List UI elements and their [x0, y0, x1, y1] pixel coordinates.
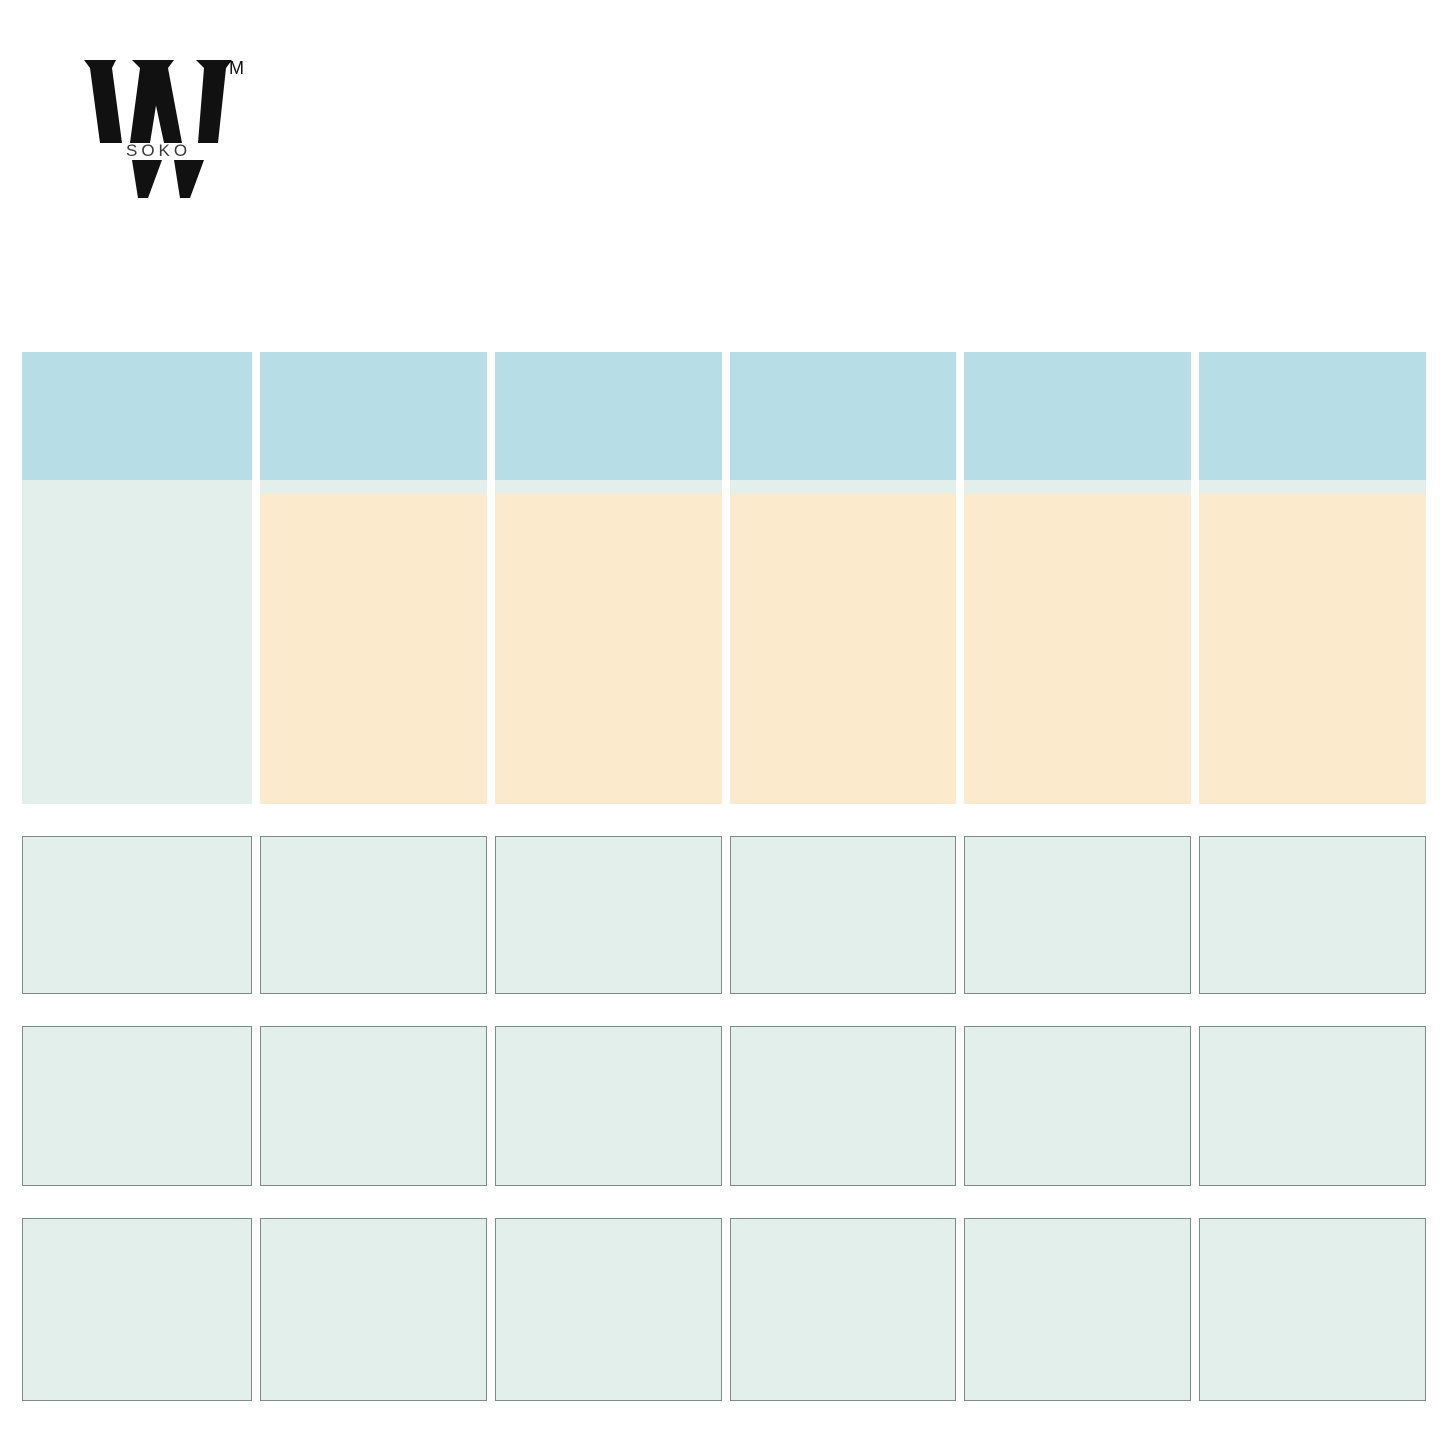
- brand-wordmark: SOKO: [126, 141, 191, 160]
- row-gap: [260, 994, 487, 1026]
- cell-bedsheet-double: [729, 1218, 957, 1401]
- cell-bedsheet-super-king: [1199, 1218, 1426, 1401]
- row-gap: [495, 804, 722, 836]
- cell-bedsheet-queen: [494, 1218, 722, 1401]
- column-double: [729, 352, 957, 1401]
- header-cell-double: [729, 352, 957, 480]
- illustration-cell-single: [260, 494, 487, 804]
- illustration-cell-empty: [22, 494, 252, 804]
- cell-size-inches-king: [964, 836, 1192, 994]
- bed-diagram-double: [730, 494, 957, 804]
- row-label-size-inches: [22, 836, 252, 994]
- column-queen: [494, 352, 722, 1401]
- row-gap: [260, 1186, 487, 1218]
- strip: [260, 480, 487, 494]
- cell-bedsheet-single: [260, 1218, 487, 1401]
- header-cell-super-king: [1199, 352, 1426, 480]
- cell-size-inches-single: [260, 836, 487, 994]
- column-super-king: [1199, 352, 1426, 1401]
- row-gap: [495, 994, 722, 1026]
- bed-diagram-king: [964, 494, 1191, 804]
- illustration-cell-double: [729, 494, 957, 804]
- column-king: [964, 352, 1192, 1401]
- bed-diagram-queen: [495, 494, 722, 804]
- header-cell-queen: [494, 352, 722, 480]
- brand-logo: TM SOKO: [70, 48, 290, 198]
- column-single: [260, 352, 487, 1401]
- cell-thickness-double: [729, 1026, 957, 1186]
- cell-thickness-king: [964, 1026, 1192, 1186]
- bed-diagram-single: [260, 494, 487, 804]
- bedsheet-size-table: [22, 352, 1426, 1401]
- cell-size-inches-queen: [494, 836, 722, 994]
- row-label-bedsheet-cm: [22, 1218, 252, 1401]
- row-gap: [964, 1186, 1191, 1218]
- illustration-cell-king: [964, 494, 1192, 804]
- cell-thickness-super-king: [1199, 1026, 1426, 1186]
- illustration-cell-super-king: [1199, 494, 1426, 804]
- strip: [964, 480, 1192, 494]
- row-gap: [1199, 1186, 1426, 1218]
- row-gap: [730, 804, 957, 836]
- bed-diagram-super-king: [1199, 494, 1426, 804]
- row-label-thickness: [22, 1026, 252, 1186]
- strip: [22, 480, 252, 494]
- row-gap: [495, 1186, 722, 1218]
- cell-thickness-queen: [494, 1026, 722, 1186]
- cell-thickness-single: [260, 1026, 487, 1186]
- row-gap: [730, 1186, 957, 1218]
- column-mattress-size-label: [22, 352, 252, 1401]
- cell-bedsheet-king: [964, 1218, 1192, 1401]
- cell-size-inches-super-king: [1199, 836, 1426, 994]
- row-gap: [1199, 804, 1426, 836]
- strip: [494, 480, 722, 494]
- row-gap: [260, 804, 487, 836]
- row-gap: [22, 1186, 252, 1218]
- row-gap: [730, 994, 957, 1026]
- header-cell-king: [964, 352, 1192, 480]
- row-gap: [1199, 994, 1426, 1026]
- row-gap: [964, 804, 1191, 836]
- strip: [729, 480, 957, 494]
- header-cell-single: [260, 352, 487, 480]
- cell-size-inches-double: [729, 836, 957, 994]
- row-gap: [964, 994, 1191, 1026]
- header-cell-mattress-size: [22, 352, 252, 480]
- illustration-cell-queen: [494, 494, 722, 804]
- row-gap: [22, 804, 252, 836]
- row-gap: [22, 994, 252, 1026]
- trademark-symbol: TM: [218, 58, 244, 78]
- strip: [1199, 480, 1426, 494]
